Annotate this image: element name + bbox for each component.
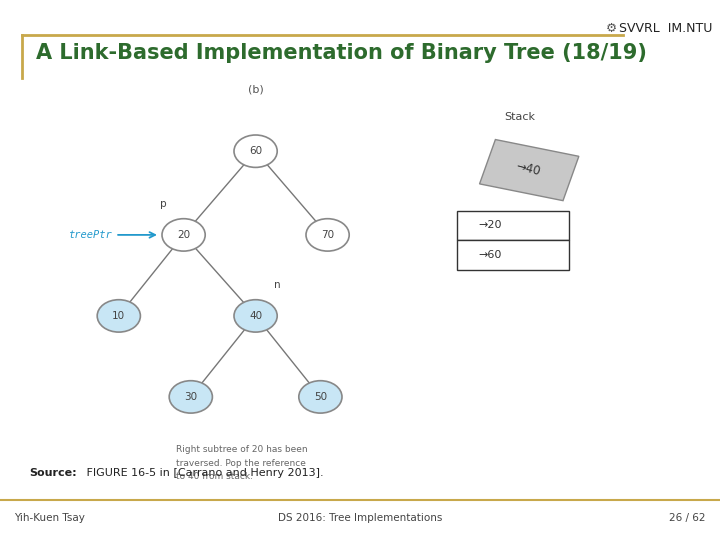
Text: 30: 30 [184, 392, 197, 402]
Text: ⚙: ⚙ [606, 22, 618, 35]
Text: Yih-Kuen Tsay: Yih-Kuen Tsay [14, 514, 85, 523]
Circle shape [162, 219, 205, 251]
Text: 70: 70 [321, 230, 334, 240]
Text: Right subtree of 20 has been
traversed. Pop the reference
to 40 from stack.: Right subtree of 20 has been traversed. … [176, 446, 308, 481]
Text: 60: 60 [249, 146, 262, 156]
Circle shape [234, 135, 277, 167]
Text: →40: →40 [514, 159, 541, 179]
Circle shape [299, 381, 342, 413]
Text: DS 2016: Tree Implementations: DS 2016: Tree Implementations [278, 514, 442, 523]
Circle shape [97, 300, 140, 332]
Text: Stack: Stack [504, 111, 535, 122]
Polygon shape [480, 139, 579, 201]
Text: A Link-Based Implementation of Binary Tree (18/19): A Link-Based Implementation of Binary Tr… [36, 43, 647, 63]
Text: Source:: Source: [29, 468, 76, 478]
Bar [457, 240, 569, 270]
Text: →20: →20 [479, 220, 503, 231]
Text: 40: 40 [249, 311, 262, 321]
Circle shape [169, 381, 212, 413]
Text: 20: 20 [177, 230, 190, 240]
Text: n: n [274, 280, 281, 290]
Circle shape [306, 219, 349, 251]
Circle shape [234, 300, 277, 332]
Text: FIGURE 16-5 in [Carrano and Henry 2013].: FIGURE 16-5 in [Carrano and Henry 2013]. [83, 468, 323, 478]
Text: 26 / 62: 26 / 62 [669, 514, 706, 523]
Text: 10: 10 [112, 311, 125, 321]
Text: (b): (b) [248, 84, 264, 94]
Text: treePtr: treePtr [68, 230, 112, 240]
Text: 50: 50 [314, 392, 327, 402]
Text: SVVRL  IM.NTU: SVVRL IM.NTU [619, 22, 713, 35]
Text: →60: →60 [479, 250, 502, 260]
Bar [457, 211, 569, 240]
Text: p: p [160, 199, 167, 209]
